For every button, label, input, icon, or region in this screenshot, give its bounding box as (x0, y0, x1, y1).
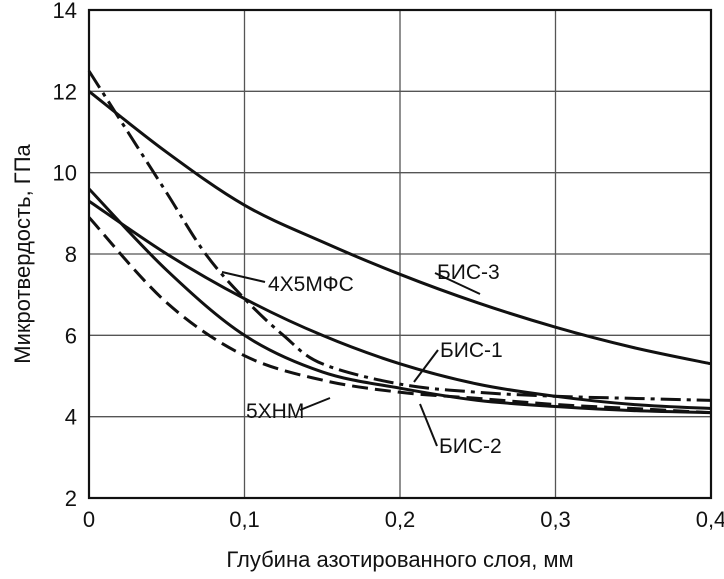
series-line (87, 216, 712, 415)
y-tick-label: 14 (53, 0, 77, 23)
x-tick-label: 0,4 (696, 507, 724, 532)
annotation-4x5mfs: 4Х5МФС (268, 273, 354, 296)
annotation-bis-3: БИС-3 (437, 261, 500, 284)
annotation-leaders (221, 271, 481, 447)
grid (89, 10, 711, 498)
x-tick-label: 0,3 (540, 507, 571, 532)
annotation-5xnm: 5ХНМ (246, 400, 304, 423)
annotation-bis-1: БИС-1 (440, 339, 503, 362)
series-line (88, 199, 712, 410)
y-tick-label: 10 (53, 161, 77, 186)
series-line (88, 90, 712, 366)
leader-line (434, 272, 481, 295)
x-axis-label: Глубина азотированного слоя, мм (226, 547, 573, 572)
leader-line (221, 271, 266, 283)
y-tick-label: 12 (53, 79, 77, 104)
tick-labels: 0 0,1 0,2 0,3 0,4 2 4 6 8 10 12 14 (53, 0, 724, 532)
y-axis-label: Микротвердость, ГПа (10, 143, 35, 363)
x-tick-label: 0,2 (385, 507, 416, 532)
y-tick-label: 4 (65, 405, 77, 430)
y-tick-label: 8 (65, 242, 77, 267)
leader-line (299, 397, 331, 411)
y-tick-label: 6 (65, 323, 77, 348)
y-tick-label: 2 (65, 486, 77, 511)
x-tick-label: 0 (83, 507, 95, 532)
x-tick-label: 0,1 (229, 507, 260, 532)
leader-line (419, 403, 438, 447)
annotation-bis-2: БИС-2 (439, 435, 502, 458)
series-line (87, 187, 712, 415)
curves (87, 70, 712, 415)
leader-line (413, 349, 439, 383)
plot-frame (87, 8, 713, 500)
